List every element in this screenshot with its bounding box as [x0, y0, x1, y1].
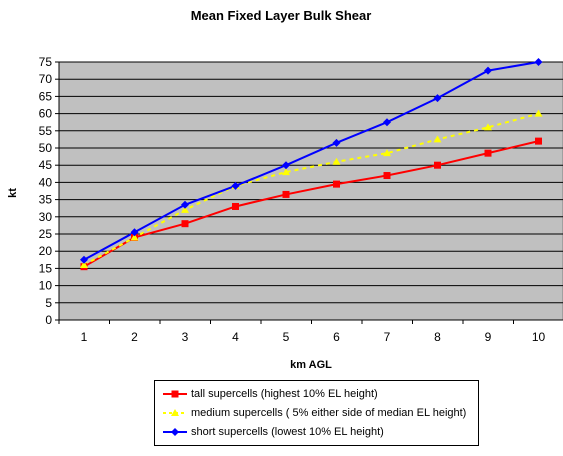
series-lines [83, 61, 539, 268]
data-point-short [383, 118, 391, 127]
data-point-short [484, 66, 492, 75]
data-point-tall [484, 149, 492, 157]
data-point-short [282, 161, 290, 170]
x-axis-label: km AGL [290, 359, 332, 371]
legend-swatch-short [163, 428, 187, 436]
y-tick-label: 45 [39, 158, 53, 172]
x-tick-label: 2 [131, 330, 138, 344]
x-tick-label: 3 [182, 330, 189, 344]
data-point-medium [383, 149, 391, 157]
data-point-short [181, 200, 189, 209]
data-markers [80, 58, 543, 271]
data-point-short [80, 255, 88, 264]
legend: tall supercells (highest 10% EL height) … [154, 380, 479, 446]
y-tick-label: 70 [39, 72, 53, 86]
data-point-tall [232, 202, 239, 210]
data-point-short [534, 58, 543, 66]
data-point-tall [434, 161, 441, 169]
data-point-medium [130, 233, 139, 241]
legend-label-short: short supercells (lowest 10% EL height) [191, 426, 384, 438]
data-point-short [332, 138, 341, 147]
legend-item-medium: medium supercells ( 5% either side of me… [161, 404, 479, 422]
y-tick-label: 75 [39, 55, 53, 69]
plot-area [58, 61, 563, 321]
data-point-medium [433, 135, 442, 143]
x-tick-labels: 1 2 3 4 5 6 7 8 9 10 [58, 320, 546, 344]
series-line-tall [83, 140, 539, 268]
x-tick-label: 7 [384, 330, 391, 344]
data-point-medium [332, 157, 341, 165]
series-line-medium [83, 112, 539, 266]
legend-swatch-tall [163, 390, 187, 398]
x-tick-label: 10 [532, 330, 546, 344]
y-tick-label: 65 [39, 89, 53, 103]
data-point-medium [282, 168, 290, 176]
data-point-short [231, 181, 240, 190]
data-point-tall [535, 137, 542, 145]
data-point-medium [484, 123, 492, 131]
x-tick-label: 4 [232, 330, 239, 344]
x-tick-label: 6 [333, 330, 340, 344]
data-point-short [130, 228, 139, 237]
data-point-medium [80, 260, 88, 268]
data-point-tall [282, 190, 290, 198]
data-point-tall [181, 220, 189, 228]
series-line-short [83, 61, 539, 261]
y-tick-label: 55 [39, 124, 53, 138]
data-point-tall [383, 172, 391, 180]
legend-item-tall: tall supercells (highest 10% EL height) [161, 385, 479, 403]
legend-label-medium: medium supercells ( 5% either side of me… [191, 407, 467, 419]
y-axis-label: kt [7, 188, 19, 198]
y-tick-label: 50 [39, 141, 53, 155]
data-point-tall [333, 180, 340, 188]
legend-label-tall: tall supercells (highest 10% EL height) [191, 388, 378, 400]
y-tick-label: 25 [39, 227, 53, 241]
grid-lines [59, 61, 563, 304]
data-point-medium [534, 109, 543, 117]
y-tick-label: 60 [39, 107, 53, 121]
x-tick-label: 9 [485, 330, 492, 344]
y-tick-label: 35 [39, 193, 53, 207]
y-tick-label: 15 [39, 261, 53, 275]
x-tick-label: 8 [434, 330, 441, 344]
legend-swatch-medium [163, 409, 187, 416]
y-tick-label: 5 [45, 296, 52, 310]
y-tick-label: 0 [45, 313, 52, 327]
y-tick-label: 30 [39, 210, 53, 224]
x-tick-label: 5 [283, 330, 290, 344]
y-tick-label: 20 [39, 244, 53, 258]
data-point-medium [181, 205, 189, 213]
data-point-short [433, 94, 442, 103]
legend-item-short: short supercells (lowest 10% EL height) [161, 423, 479, 441]
y-tick-label: 40 [39, 175, 53, 189]
y-tick-labels: 0 5 10 15 20 25 30 35 40 45 50 55 60 65 70 75 [39, 55, 59, 327]
y-tick-label: 10 [39, 279, 53, 293]
chart-title: Mean Fixed Layer Bulk Shear [191, 8, 372, 23]
x-tick-label: 1 [81, 330, 88, 344]
